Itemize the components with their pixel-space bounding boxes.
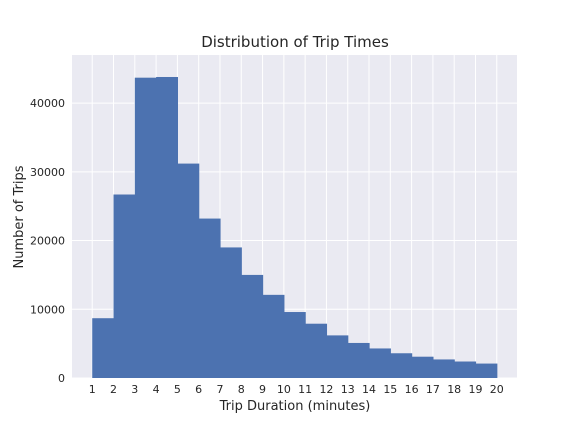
x-tick-label: 2 <box>110 383 117 396</box>
histogram-bar <box>283 312 306 378</box>
histogram-bar <box>156 76 178 378</box>
x-tick-label: 3 <box>131 383 138 396</box>
x-tick-label: 20 <box>490 383 504 396</box>
histogram-bar <box>326 335 349 378</box>
histogram-bar <box>241 274 264 378</box>
histogram-bar <box>390 353 413 378</box>
x-tick-label: 8 <box>238 383 245 396</box>
y-axis-label: Number of Trips <box>12 165 27 268</box>
y-tick-labels: 0 10000 20000 30000 40000 <box>30 97 65 385</box>
histogram-bar <box>113 194 136 378</box>
x-tick-label: 14 <box>362 383 376 396</box>
x-tick-label: 18 <box>447 383 461 396</box>
histogram-bar <box>134 77 157 379</box>
histogram-bar <box>432 359 455 378</box>
x-tick-label: 6 <box>195 383 202 396</box>
x-axis-label: Trip Duration (minutes) <box>219 399 371 414</box>
histogram-bar <box>454 361 477 378</box>
x-tick-label: 17 <box>426 383 440 396</box>
y-tick-label: 30000 <box>30 166 65 179</box>
bars <box>92 76 498 379</box>
x-tick-label: 13 <box>341 383 355 396</box>
histogram-bar <box>305 323 328 378</box>
x-tick-label: 7 <box>216 383 223 396</box>
histogram-bar <box>177 163 200 378</box>
x-tick-label: 15 <box>383 383 397 396</box>
x-tick-label: 4 <box>153 383 160 396</box>
x-tick-label: 5 <box>174 383 181 396</box>
x-tick-label: 1 <box>89 383 96 396</box>
histogram-bar <box>219 247 242 378</box>
x-tick-label: 16 <box>405 383 419 396</box>
histogram-bar <box>475 363 498 378</box>
histogram-bar <box>92 318 115 378</box>
histogram-bar <box>198 218 221 378</box>
histogram-bar <box>347 342 370 378</box>
x-tick-label: 10 <box>277 383 291 396</box>
x-tick-label: 12 <box>319 383 333 396</box>
histogram-bar <box>411 356 434 378</box>
x-tick-label: 11 <box>298 383 312 396</box>
y-tick-label: 0 <box>58 372 65 385</box>
y-tick-label: 10000 <box>30 303 65 316</box>
x-tick-label: 19 <box>468 383 482 396</box>
x-tick-labels: 1 2 3 4 5 6 7 8 9 10 11 12 13 14 15 16 17 18 19 20 <box>89 383 504 396</box>
histogram-bar <box>262 294 285 378</box>
chart-title: Distribution of Trip Times <box>201 33 389 51</box>
histogram-bar <box>369 348 391 378</box>
y-tick-label: 20000 <box>30 235 65 248</box>
x-tick-label: 9 <box>259 383 266 396</box>
y-tick-label: 40000 <box>30 97 65 110</box>
